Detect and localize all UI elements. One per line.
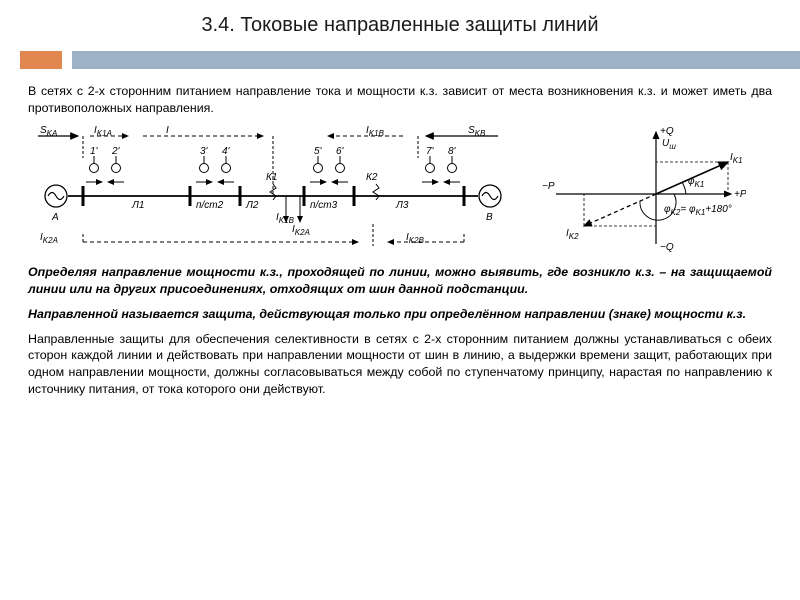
svg-text:+Q: +Q (660, 126, 674, 137)
svg-text:п/ст2: п/ст2 (196, 200, 224, 211)
svg-text:Л3: Л3 (395, 200, 409, 211)
accent-bar (0, 51, 800, 69)
svg-text:К2: К2 (366, 172, 378, 183)
svg-text:−P: −P (542, 181, 555, 192)
svg-text:−Q: −Q (660, 242, 674, 253)
emphasis-paragraph-2: Направленной называется защита, действую… (28, 306, 772, 323)
svg-text:IK2B: IK2B (406, 232, 425, 245)
phasor-diagram: +P −P +Q −Q Uш IK1 IK2 φK1 φK2= φK1+180° (536, 124, 746, 254)
svg-text:Л1: Л1 (131, 200, 144, 211)
svg-text:φK1: φK1 (688, 176, 704, 189)
svg-text:К1: К1 (266, 172, 277, 183)
network-diagram: SKA IK1A I IK1B SKB 1'2' 3'4' (28, 124, 518, 254)
svg-text:IK1: IK1 (730, 152, 743, 165)
svg-text:Uш: Uш (662, 138, 676, 151)
svg-text:IK2A: IK2A (292, 224, 310, 237)
svg-text:IK1B: IK1B (366, 125, 385, 138)
svg-text:7': 7' (426, 146, 435, 157)
svg-text:B: B (486, 212, 493, 223)
svg-text:A: A (51, 212, 59, 223)
svg-text:IK2: IK2 (566, 228, 579, 241)
svg-text:8': 8' (448, 146, 457, 157)
accent-blue (72, 51, 800, 69)
svg-text:+P: +P (734, 189, 746, 200)
body-paragraph: Направленные защиты для обеспечения селе… (28, 331, 772, 398)
svg-text:IK2A: IK2A (40, 232, 58, 245)
page-title: 3.4. Токовые направленные защиты линий (28, 14, 772, 37)
svg-text:2': 2' (111, 146, 121, 157)
svg-text:I: I (166, 125, 169, 136)
svg-text:IK1A: IK1A (94, 125, 112, 138)
accent-orange (20, 51, 62, 69)
svg-text:1': 1' (90, 146, 99, 157)
diagram-row: SKA IK1A I IK1B SKB 1'2' 3'4' (28, 124, 772, 254)
svg-text:п/ст3: п/ст3 (310, 200, 338, 211)
svg-text:Л2: Л2 (245, 200, 259, 211)
svg-text:5': 5' (314, 146, 323, 157)
svg-text:4': 4' (222, 146, 231, 157)
svg-text:6': 6' (336, 146, 345, 157)
intro-paragraph: В сетях с 2-х сторонним питанием направл… (28, 83, 772, 116)
svg-text:3': 3' (200, 146, 209, 157)
emphasis-paragraph-1: Определяя направление мощности к.з., про… (28, 264, 772, 297)
svg-text:φK2= φK1+180°: φK2= φK1+180° (664, 204, 732, 217)
